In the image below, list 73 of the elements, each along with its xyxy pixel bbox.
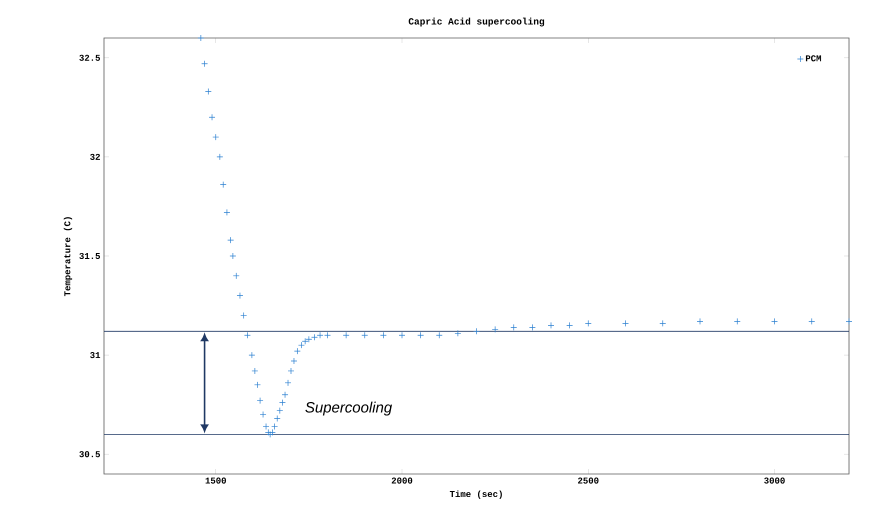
point	[227, 236, 234, 244]
point	[808, 318, 816, 325]
point	[276, 407, 284, 414]
legend-label: PCM	[806, 55, 822, 62]
point	[240, 312, 248, 319]
point	[262, 423, 270, 430]
point	[290, 358, 298, 364]
point	[260, 411, 266, 418]
x-axis-title: Time (sec)	[450, 490, 502, 499]
point	[417, 332, 424, 339]
point	[342, 332, 350, 339]
point	[271, 423, 278, 430]
point	[248, 352, 256, 358]
point	[230, 252, 236, 260]
point	[216, 154, 224, 160]
point	[208, 114, 216, 121]
annotation: Supercooling	[305, 402, 392, 416]
point	[269, 429, 276, 436]
y-tick-label: 31.5	[79, 252, 100, 260]
point	[254, 381, 261, 388]
point	[256, 397, 264, 404]
point	[274, 415, 281, 422]
point	[201, 60, 208, 68]
point	[284, 379, 292, 386]
point	[266, 431, 274, 438]
point	[324, 332, 331, 339]
point	[529, 324, 536, 331]
point	[846, 318, 852, 325]
point	[492, 326, 498, 333]
point	[436, 332, 443, 339]
point	[473, 328, 480, 335]
point	[204, 88, 212, 95]
x-tick-label: 3000	[764, 478, 785, 484]
point	[548, 322, 554, 329]
point	[298, 342, 305, 349]
point	[771, 318, 778, 325]
x-tick-label: 1500	[206, 478, 226, 484]
point	[302, 338, 308, 345]
point	[696, 318, 704, 325]
y-tick-label: 31	[90, 352, 100, 358]
point	[236, 292, 244, 299]
x-tick-label: 2000	[392, 478, 412, 484]
y-tick-label: 32.5	[79, 54, 100, 61]
point	[454, 330, 462, 337]
point	[316, 332, 324, 339]
point	[622, 320, 629, 327]
point	[212, 134, 220, 140]
chart-title: Capric Acid supercooling	[408, 18, 544, 26]
point	[306, 336, 312, 343]
point	[264, 429, 272, 436]
point	[380, 332, 387, 339]
point	[220, 181, 227, 188]
point	[398, 332, 406, 339]
point	[659, 320, 666, 327]
point	[294, 348, 301, 354]
point	[584, 320, 592, 327]
point	[198, 34, 204, 42]
point	[311, 334, 318, 341]
point	[734, 318, 741, 325]
y-tick-label: 30.5	[79, 451, 100, 458]
point	[288, 368, 294, 374]
y-axis-title: Temperature (C)	[64, 217, 72, 296]
x-tick-label: 2500	[578, 478, 598, 484]
point	[282, 391, 288, 398]
point	[252, 368, 258, 374]
point	[244, 332, 251, 339]
point	[361, 332, 368, 339]
point	[566, 322, 573, 329]
point	[279, 399, 286, 406]
point	[232, 272, 240, 280]
point	[224, 209, 230, 216]
point	[510, 324, 518, 331]
y-tick-label: 32	[90, 154, 100, 160]
